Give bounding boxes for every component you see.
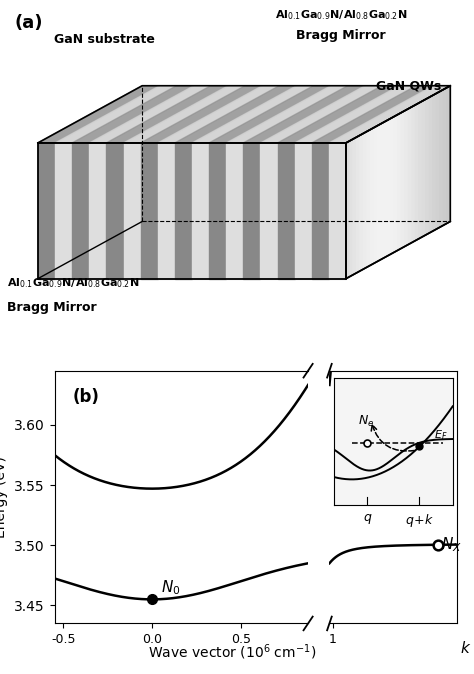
- Polygon shape: [72, 86, 193, 143]
- Text: $N_e$: $N_e$: [358, 415, 374, 429]
- Polygon shape: [124, 143, 141, 278]
- Polygon shape: [329, 143, 346, 278]
- Polygon shape: [416, 103, 419, 241]
- Polygon shape: [447, 86, 450, 223]
- Polygon shape: [360, 133, 364, 271]
- Polygon shape: [370, 127, 374, 266]
- Polygon shape: [192, 143, 209, 278]
- Polygon shape: [158, 143, 175, 278]
- Text: $q$: $q$: [363, 512, 372, 526]
- Polygon shape: [38, 86, 159, 143]
- Polygon shape: [419, 101, 422, 239]
- Polygon shape: [429, 95, 433, 233]
- Polygon shape: [124, 86, 245, 143]
- Polygon shape: [209, 143, 226, 278]
- Polygon shape: [426, 97, 429, 235]
- Text: Wave vector (10$^6$ cm$^{-1}$): Wave vector (10$^6$ cm$^{-1}$): [148, 642, 316, 662]
- Polygon shape: [260, 86, 382, 143]
- Y-axis label: Energy (eV): Energy (eV): [0, 456, 9, 538]
- Polygon shape: [72, 143, 89, 278]
- Polygon shape: [175, 86, 296, 143]
- Text: (b): (b): [72, 388, 99, 406]
- Text: $N_X$: $N_X$: [441, 535, 462, 554]
- Polygon shape: [141, 86, 262, 143]
- Polygon shape: [353, 137, 356, 275]
- Polygon shape: [278, 86, 399, 143]
- Polygon shape: [192, 86, 313, 143]
- Polygon shape: [422, 99, 426, 237]
- Polygon shape: [175, 143, 192, 278]
- Polygon shape: [329, 86, 450, 143]
- Polygon shape: [377, 124, 381, 262]
- Polygon shape: [260, 143, 278, 278]
- Polygon shape: [312, 143, 329, 278]
- Polygon shape: [89, 143, 106, 278]
- Polygon shape: [388, 118, 391, 255]
- Polygon shape: [356, 135, 360, 273]
- Polygon shape: [412, 104, 416, 243]
- Polygon shape: [209, 86, 330, 143]
- Polygon shape: [278, 143, 295, 278]
- Polygon shape: [443, 88, 447, 225]
- Polygon shape: [295, 143, 312, 278]
- Polygon shape: [395, 115, 398, 252]
- Text: $q\!+\!k$: $q\!+\!k$: [405, 512, 434, 529]
- Text: Bragg Mirror: Bragg Mirror: [296, 29, 386, 42]
- Text: (a): (a): [14, 14, 43, 32]
- Polygon shape: [106, 143, 124, 278]
- Polygon shape: [226, 86, 347, 143]
- Polygon shape: [367, 129, 370, 267]
- Polygon shape: [295, 86, 416, 143]
- Polygon shape: [391, 116, 395, 254]
- Polygon shape: [89, 86, 210, 143]
- Text: Al$_{0.1}$Ga$_{0.9}$N/Al$_{0.8}$Ga$_{0.2}$N: Al$_{0.1}$Ga$_{0.9}$N/Al$_{0.8}$Ga$_{0.2…: [275, 8, 408, 22]
- Polygon shape: [381, 122, 384, 259]
- Polygon shape: [55, 86, 176, 143]
- Polygon shape: [433, 94, 437, 231]
- Polygon shape: [106, 86, 228, 143]
- Text: $k$: $k$: [460, 640, 471, 656]
- Text: $E_F$: $E_F$: [434, 428, 448, 442]
- Polygon shape: [141, 143, 158, 278]
- Polygon shape: [401, 111, 405, 248]
- Polygon shape: [364, 131, 367, 269]
- Polygon shape: [38, 86, 450, 143]
- Text: Al$_{0.1}$Ga$_{0.9}$N/Al$_{0.8}$Ga$_{0.2}$N: Al$_{0.1}$Ga$_{0.9}$N/Al$_{0.8}$Ga$_{0.2…: [7, 276, 139, 290]
- Polygon shape: [440, 90, 443, 227]
- Polygon shape: [55, 143, 72, 278]
- Polygon shape: [243, 143, 260, 278]
- Polygon shape: [437, 92, 440, 229]
- Polygon shape: [158, 86, 279, 143]
- Text: Bragg Mirror: Bragg Mirror: [7, 301, 97, 314]
- Polygon shape: [312, 86, 433, 143]
- Polygon shape: [398, 113, 401, 250]
- Text: GaN substrate: GaN substrate: [54, 33, 155, 46]
- Polygon shape: [409, 106, 412, 245]
- Polygon shape: [384, 120, 388, 257]
- Polygon shape: [38, 143, 55, 278]
- Text: GaN QWs: GaN QWs: [375, 80, 441, 92]
- Polygon shape: [226, 143, 243, 278]
- Polygon shape: [243, 86, 365, 143]
- Polygon shape: [349, 139, 353, 277]
- Text: $N_0$: $N_0$: [161, 578, 181, 597]
- Polygon shape: [374, 126, 377, 264]
- Polygon shape: [346, 141, 349, 278]
- Polygon shape: [405, 109, 409, 246]
